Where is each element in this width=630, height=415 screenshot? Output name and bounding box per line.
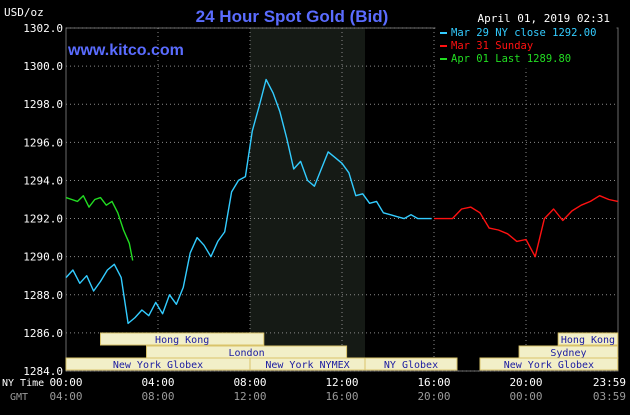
y-tick-label: 1300.0 [23,60,63,73]
x-tick-label-ny: 16:00 [417,376,450,389]
session-label: New York NYMEX [265,360,349,371]
x-tick-label-gmt: 00:00 [509,390,542,403]
session-label: NY Globex [384,360,438,371]
session-box [479,357,619,371]
x-tick-label-gmt: 03:59 [593,390,626,403]
y-tick-label: 1294.0 [23,174,63,187]
y-tick-label: 1298.0 [23,98,63,111]
x-tick-label-ny: 23:59 [593,376,626,389]
session-box [100,332,265,346]
y-tick-label: 1288.0 [23,289,63,302]
x-tick-label-ny: 20:00 [509,376,542,389]
y-tick-label: 1290.0 [23,251,63,264]
x-tick-label-gmt: 20:00 [417,390,450,403]
x-tick-label-gmt: 16:00 [325,390,358,403]
x-tick-label-ny: 08:00 [233,376,266,389]
y-tick-label: 1286.0 [23,327,63,340]
y-tick-label: 1292.0 [23,213,63,226]
gmt-axis-label: GMT [10,392,28,403]
series-line-2 [434,194,618,258]
x-tick-label-ny: 04:00 [141,376,174,389]
y-tick-label: 1284.0 [23,365,63,378]
units-label: USD/oz [4,6,44,19]
y-tick-label: 1302.0 [23,22,63,35]
legend-label: Mar 29 NY close 1292.00 [451,27,596,39]
x-tick-label-gmt: 08:00 [141,390,174,403]
timestamp: April 01, 2019 02:31 [478,12,610,25]
session-label: Hong Kong [561,335,615,346]
legend-label: Mar 31 Sunday [451,40,533,52]
x-tick-label-gmt: 04:00 [49,390,82,403]
session-label: Sydney [550,348,586,359]
legend-label: Apr 01 Last 1289.80 [451,53,571,65]
series-line-3 [65,194,134,261]
nymex-hours-band [250,28,365,371]
session-label: London [228,348,264,359]
x-tick-label-ny: 00:00 [49,376,82,389]
x-tick-label-ny: 12:00 [325,376,358,389]
y-tick-label: 1296.0 [23,136,63,149]
x-tick-label-gmt: 12:00 [233,390,266,403]
legend-box [435,25,617,69]
session-label: New York Globex [504,360,594,371]
session-label: New York Globex [113,360,203,371]
site-watermark: www.kitco.com [67,42,184,59]
ny-time-axis-label: NY Time [2,378,44,389]
session-label: Hong Kong [155,335,209,346]
series-line-1 [65,78,432,325]
session-box [557,332,619,346]
chart-title: 24 Hour Spot Gold (Bid) [196,7,389,26]
session-box [364,357,458,371]
